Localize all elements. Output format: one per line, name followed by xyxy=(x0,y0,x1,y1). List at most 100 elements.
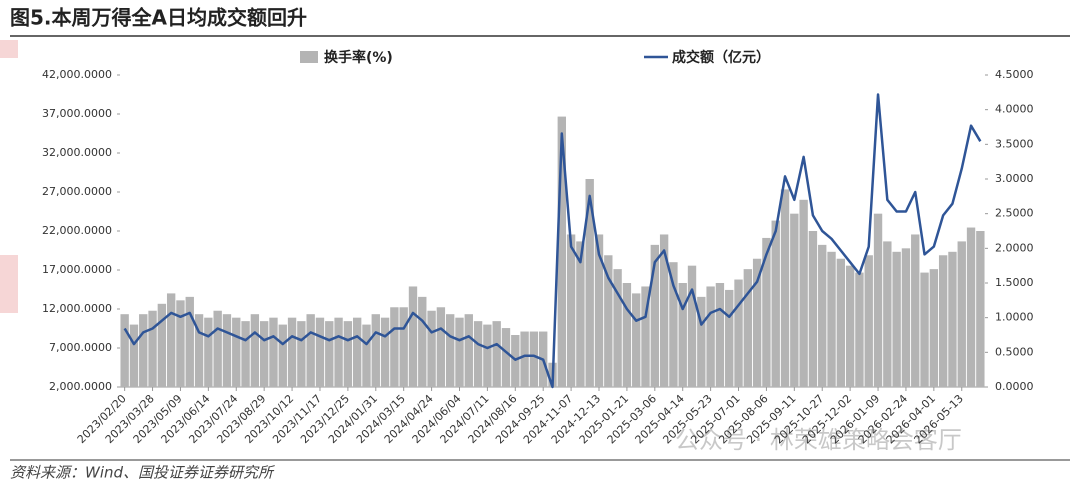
bar xyxy=(529,331,539,387)
bar xyxy=(185,296,194,387)
bar xyxy=(520,331,529,387)
bar xyxy=(576,241,585,387)
bar xyxy=(892,251,901,387)
bar xyxy=(594,234,604,387)
bar xyxy=(669,262,678,387)
y-tick-label: 2,000.0000 xyxy=(49,380,112,393)
bar xyxy=(222,314,232,387)
y2-tick-label: 0.5000 xyxy=(995,345,1034,358)
bar xyxy=(241,321,250,387)
bar xyxy=(436,307,446,387)
decor xyxy=(0,40,18,58)
watermark: 公众号 · 林荣雄策略会客厅 xyxy=(675,426,962,454)
bar xyxy=(306,314,315,387)
bar xyxy=(585,179,594,387)
bar xyxy=(715,283,725,387)
bar xyxy=(808,231,818,387)
bar xyxy=(464,314,473,387)
legend: 换手率(%) 成交额（亿元） xyxy=(300,49,770,66)
bar xyxy=(771,220,780,387)
bar xyxy=(632,293,641,387)
bar xyxy=(446,314,455,387)
bar xyxy=(129,324,139,387)
bar xyxy=(613,269,622,387)
bar xyxy=(818,244,827,387)
bar xyxy=(427,310,436,387)
bar xyxy=(399,307,408,387)
bar xyxy=(380,317,390,387)
legend-label: 换手率(%) xyxy=(324,49,393,66)
bar xyxy=(492,321,501,387)
y2-tick-label: 4.0000 xyxy=(995,103,1034,116)
bar xyxy=(157,303,167,387)
bar xyxy=(148,310,157,387)
bar xyxy=(250,314,260,387)
bar xyxy=(166,293,176,387)
y-tick-label: 27,000.0000 xyxy=(42,185,112,198)
bar xyxy=(799,199,808,387)
bar xyxy=(408,286,418,387)
bar xyxy=(501,328,511,387)
legend-swatch xyxy=(300,51,318,63)
y-tick-label: 32,000.0000 xyxy=(42,146,112,159)
bar xyxy=(604,255,613,387)
bar xyxy=(483,324,492,387)
y2-tick-label: 2.0000 xyxy=(995,241,1034,254)
bar xyxy=(762,237,771,387)
bar xyxy=(687,265,697,387)
bar xyxy=(911,234,920,387)
bar xyxy=(929,269,939,387)
y2-tick-label: 3.0000 xyxy=(995,172,1034,185)
bar xyxy=(752,258,762,387)
bar xyxy=(176,300,185,387)
bar xyxy=(325,321,334,387)
bar xyxy=(976,231,985,387)
bar xyxy=(418,296,427,387)
bar xyxy=(194,314,204,387)
y2-tick-label: 2.5000 xyxy=(995,207,1034,220)
bar xyxy=(743,269,753,387)
bar xyxy=(957,241,966,387)
bar xyxy=(650,244,659,387)
y2-tick-label: 1.5000 xyxy=(995,276,1034,289)
bar xyxy=(232,317,241,387)
bar xyxy=(371,314,380,387)
bar xyxy=(269,317,278,387)
y-tick-label: 22,000.0000 xyxy=(42,224,112,237)
y-tick-label: 7,000.0000 xyxy=(49,341,112,354)
bar xyxy=(827,251,836,387)
bar xyxy=(641,286,650,387)
bar xyxy=(213,310,222,387)
bar xyxy=(734,279,743,387)
bar xyxy=(622,283,632,387)
chart-title: 图5.本周万得全A日均成交额回升 xyxy=(10,6,307,30)
bar xyxy=(343,321,353,387)
bar xyxy=(315,317,325,387)
bar xyxy=(287,317,297,387)
bar xyxy=(566,234,576,387)
source: 资料来源：Wind、国投证券证券研究所 xyxy=(10,464,275,482)
bar xyxy=(557,116,566,387)
bar xyxy=(845,265,855,387)
bar xyxy=(678,283,687,387)
bar xyxy=(278,324,287,387)
line xyxy=(123,93,982,389)
bar xyxy=(204,317,213,387)
bar xyxy=(139,314,148,387)
bar xyxy=(659,234,669,387)
y-tick-label: 12,000.0000 xyxy=(42,302,112,315)
bar xyxy=(836,258,846,387)
bar xyxy=(352,317,362,387)
bar xyxy=(864,255,873,387)
bar xyxy=(697,296,706,387)
bar xyxy=(901,248,911,387)
bar xyxy=(259,321,269,387)
bar xyxy=(883,241,892,387)
y-tick-label: 42,000.0000 xyxy=(42,68,112,81)
bar xyxy=(297,321,306,387)
bar xyxy=(120,314,129,387)
bar xyxy=(362,324,371,387)
bar xyxy=(873,213,883,387)
